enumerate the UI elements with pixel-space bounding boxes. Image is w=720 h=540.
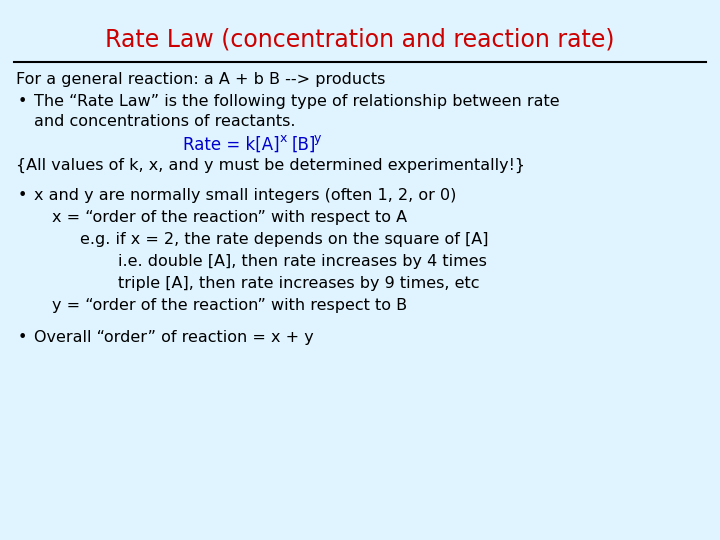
Text: The “Rate Law” is the following type of relationship between rate: The “Rate Law” is the following type of …: [34, 94, 559, 109]
Text: i.e. double [A], then rate increases by 4 times: i.e. double [A], then rate increases by …: [118, 254, 487, 269]
Text: y: y: [314, 132, 321, 145]
Text: x: x: [280, 132, 287, 145]
Text: and concentrations of reactants.: and concentrations of reactants.: [34, 114, 295, 129]
Text: y = “order of the reaction” with respect to B: y = “order of the reaction” with respect…: [52, 298, 407, 313]
Text: For a general reaction: a A + b B --> products: For a general reaction: a A + b B --> pr…: [16, 72, 385, 87]
Text: Rate = k[A]: Rate = k[A]: [184, 136, 280, 154]
Text: •: •: [18, 94, 27, 109]
Text: x = “order of the reaction” with respect to A: x = “order of the reaction” with respect…: [52, 210, 407, 225]
Text: •: •: [18, 188, 27, 203]
Text: e.g. if x = 2, the rate depends on the square of [A]: e.g. if x = 2, the rate depends on the s…: [80, 232, 488, 247]
Text: {All values of k, x, and y must be determined experimentally!}: {All values of k, x, and y must be deter…: [16, 158, 525, 173]
Text: Overall “order” of reaction = x + y: Overall “order” of reaction = x + y: [34, 330, 314, 345]
Text: x and y are normally small integers (often 1, 2, or 0): x and y are normally small integers (oft…: [34, 188, 456, 203]
Text: •: •: [18, 330, 27, 345]
Text: triple [A], then rate increases by 9 times, etc: triple [A], then rate increases by 9 tim…: [118, 276, 480, 291]
Text: Rate Law (concentration and reaction rate): Rate Law (concentration and reaction rat…: [105, 28, 615, 52]
Text: [B]: [B]: [292, 136, 316, 154]
